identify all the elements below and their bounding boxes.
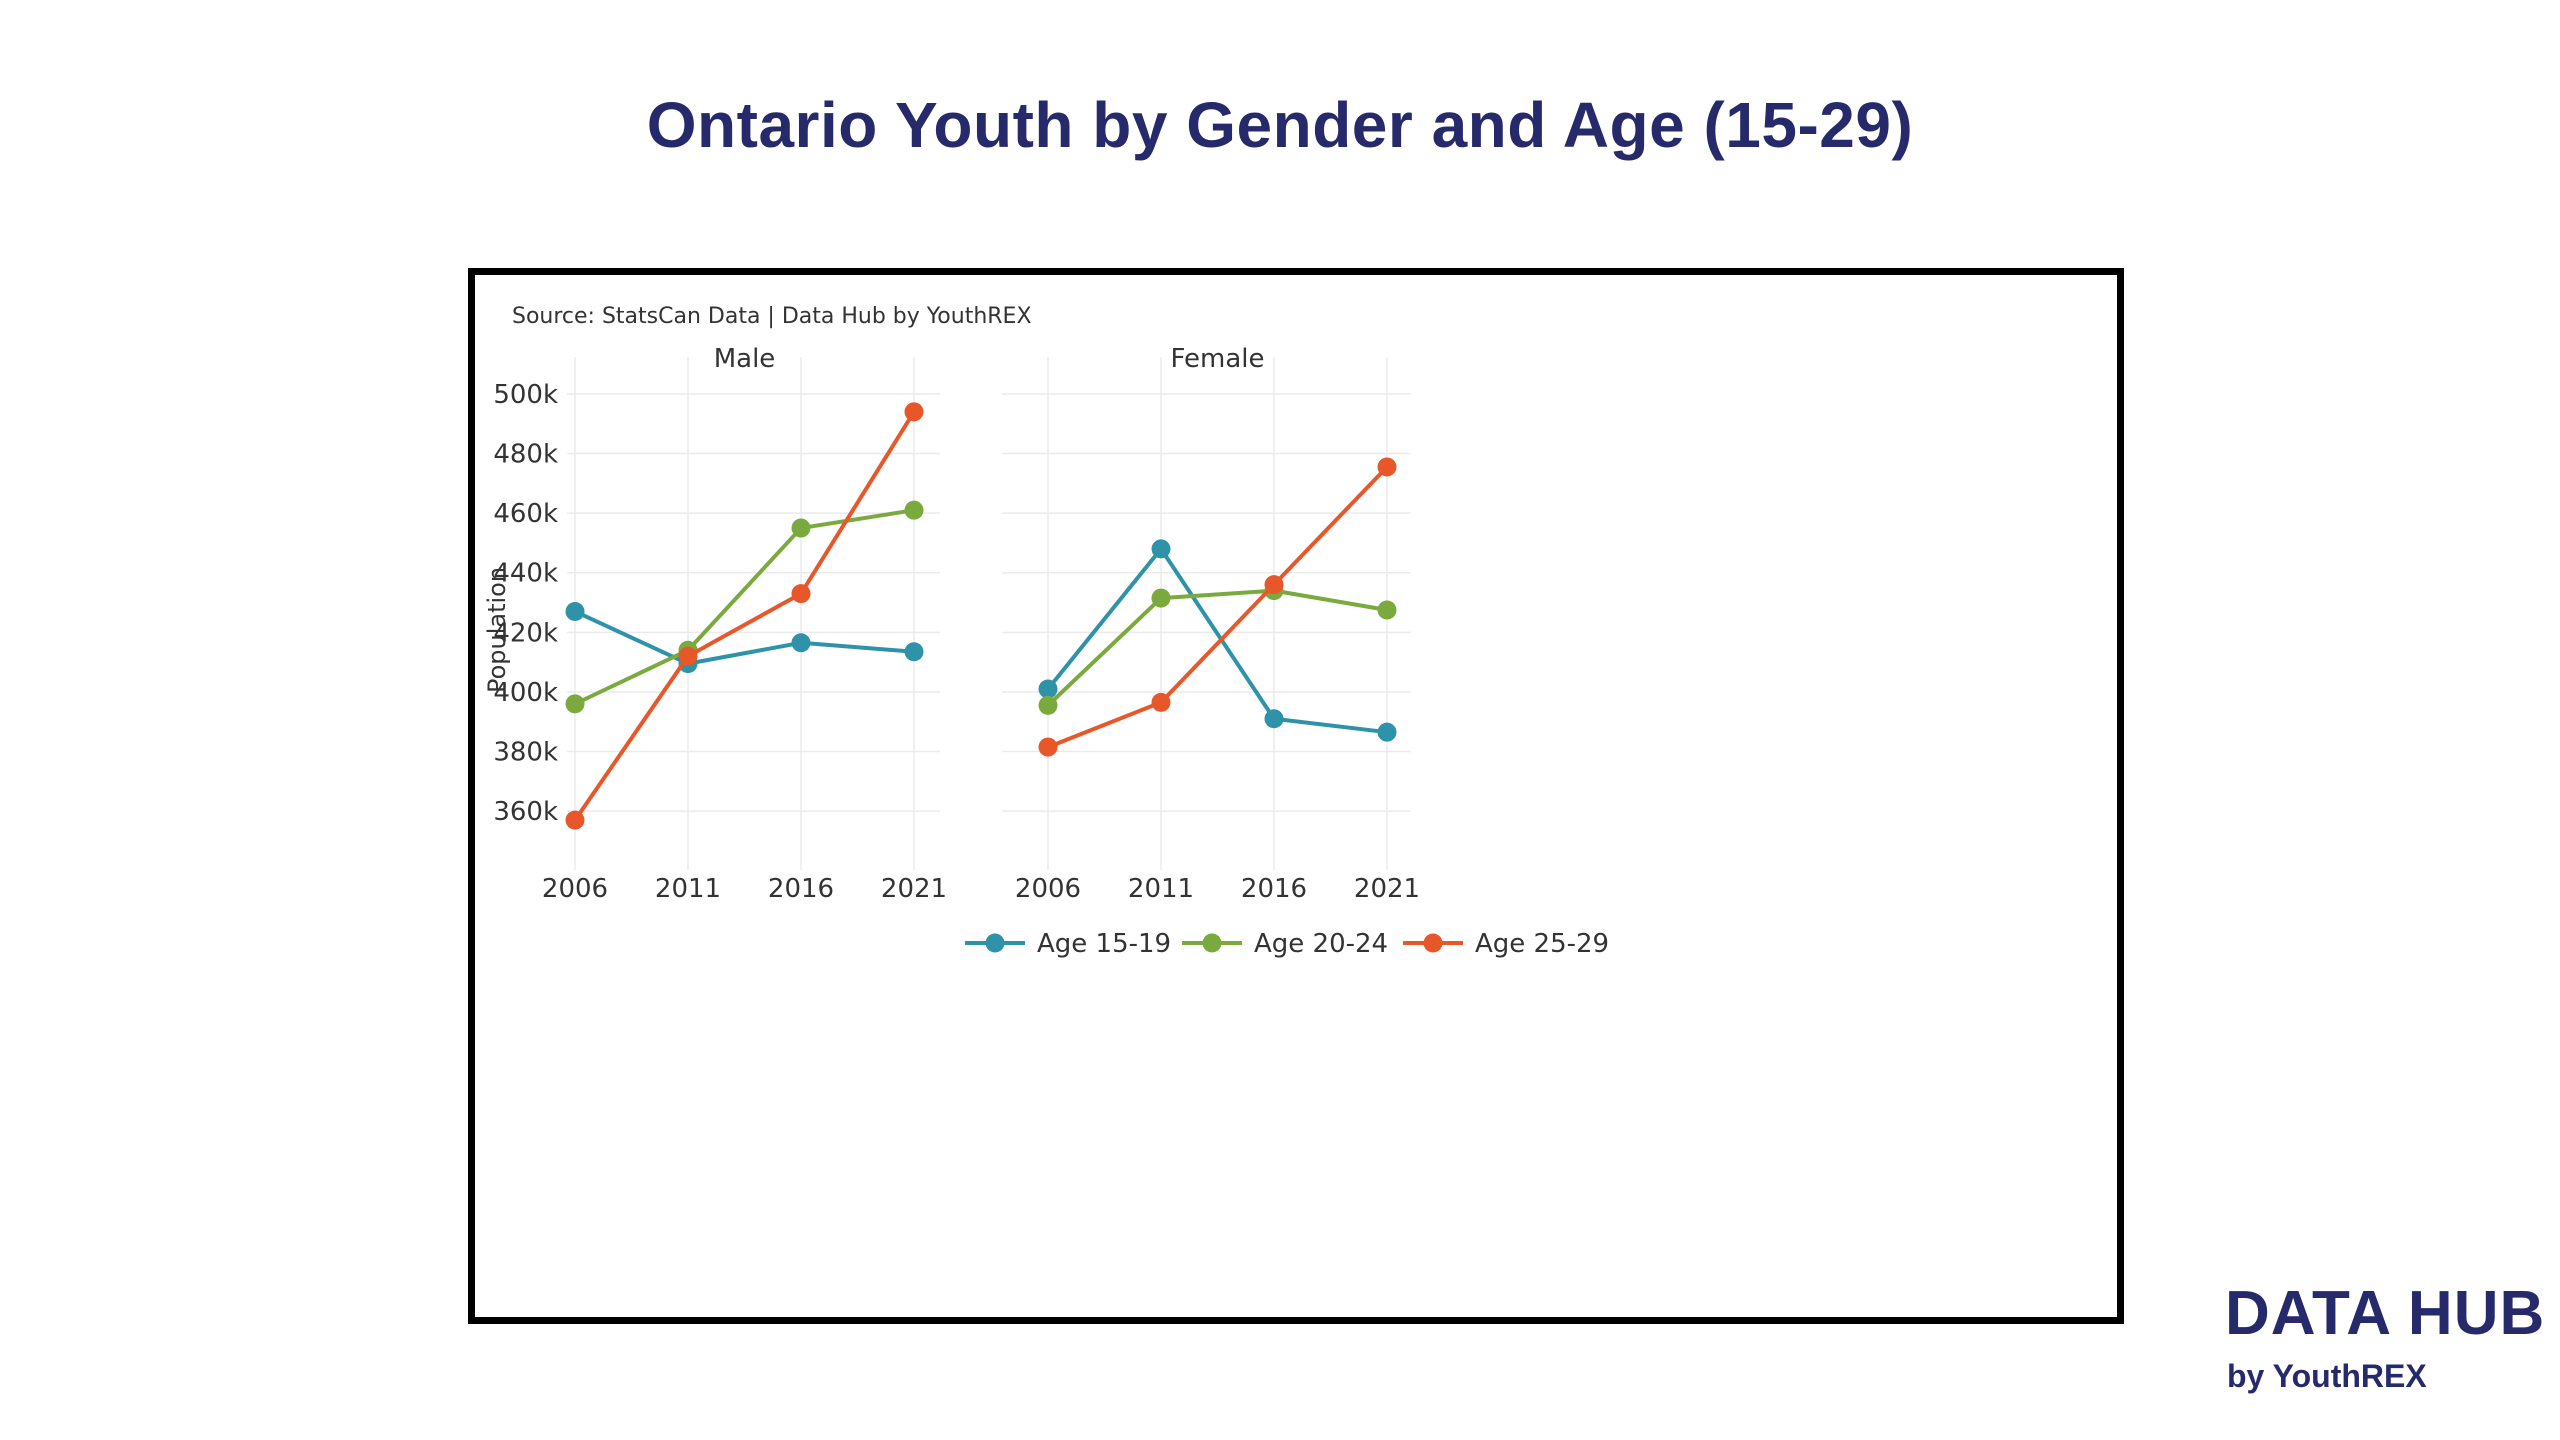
y-tick-label-360k: 360k	[493, 797, 558, 827]
data-point-female-age-20-24-2011	[1151, 588, 1171, 608]
series-line-male-age-20-24	[574, 508, 915, 706]
legend-marker-age-15-19	[985, 933, 1005, 953]
data-point-male-age-25-29-2016	[791, 584, 811, 604]
data-point-female-age-20-24-2006	[1038, 695, 1058, 715]
x-tick-label-female-2011: 2011	[1128, 874, 1194, 904]
x-tick-label-male-2006: 2006	[542, 874, 608, 904]
data-point-female-age-25-29-2006	[1038, 737, 1058, 757]
chart-frame: Source: StatsCan Data | Data Hub by Yout…	[468, 268, 2124, 1324]
data-point-male-age-15-19-2016	[791, 633, 811, 653]
series-line-male-age-25-29	[573, 410, 916, 822]
x-tick-label-female-2006: 2006	[1015, 874, 1081, 904]
data-point-female-age-15-19-2006	[1038, 679, 1058, 699]
y-tick-label-440k: 440k	[493, 559, 558, 589]
series-line-female-age-25-29	[1047, 465, 1389, 749]
panel-title-male: Male	[714, 344, 776, 374]
series-line-male-age-15-19	[574, 609, 915, 666]
chart-source-note: Source: StatsCan Data | Data Hub by Yout…	[512, 304, 1032, 329]
data-point-male-age-25-29-2021	[904, 402, 924, 422]
chart-layer: Male 2006 2011 2016 2021 Female 2006 2011 2016 20…	[483, 344, 1609, 959]
legend-label-age-15-19: Age 15-19	[1037, 929, 1171, 959]
y-tick-label-400k: 400k	[493, 678, 558, 708]
legend-label-age-25-29: Age 25-29	[1475, 929, 1609, 959]
legend-marker-age-20-24	[1202, 933, 1222, 953]
data-point-female-age-20-24-2021	[1377, 600, 1397, 620]
data-point-female-age-15-19-2011	[1151, 539, 1171, 559]
panel-title-female: Female	[1170, 344, 1264, 374]
chart-svg: Source: StatsCan Data | Data Hub by Yout…	[483, 304, 1609, 959]
data-point-male-age-15-19-2006	[565, 601, 585, 621]
y-tick-label-480k: 480k	[493, 440, 558, 470]
page-title: Ontario Youth by Gender and Age (15-29)	[646, 89, 1914, 161]
x-tick-label-male-2016: 2016	[768, 874, 834, 904]
x-tick-label-male-2011: 2011	[655, 874, 721, 904]
y-axis-title: Population	[483, 567, 511, 693]
logo-sub-text: by YouthREX	[2227, 1358, 2427, 1394]
data-point-male-age-20-24-2021	[904, 500, 924, 520]
legend-marker-age-25-29	[1423, 933, 1443, 953]
legend-label-age-20-24: Age 20-24	[1254, 929, 1388, 959]
data-point-female-age-15-19-2016	[1264, 709, 1284, 729]
data-point-female-age-25-29-2016	[1264, 575, 1284, 595]
data-point-female-age-25-29-2021	[1377, 457, 1397, 477]
y-tick-label-420k: 420k	[493, 618, 558, 648]
data-point-female-age-25-29-2011	[1151, 692, 1171, 712]
x-tick-label-female-2016: 2016	[1241, 874, 1307, 904]
data-point-female-age-15-19-2021	[1377, 722, 1397, 742]
data-hub-logo: DATA HUB by YouthREX	[2225, 1278, 2545, 1408]
x-tick-label-male-2021: 2021	[881, 874, 947, 904]
y-tick-label-460k: 460k	[493, 499, 558, 529]
y-tick-label-500k: 500k	[493, 380, 558, 410]
data-point-male-age-25-29-2006	[565, 810, 585, 830]
data-point-male-age-15-19-2021	[904, 642, 924, 662]
y-tick-label-380k: 380k	[493, 738, 558, 768]
series-line-female-age-15-19	[1046, 546, 1388, 735]
data-point-male-age-20-24-2006	[565, 694, 585, 714]
data-point-male-age-20-24-2016	[791, 518, 811, 538]
data-point-male-age-25-29-2011	[678, 646, 698, 666]
logo-main-text: DATA HUB	[2225, 1279, 2546, 1348]
series-line-female-age-20-24	[1046, 588, 1388, 707]
x-tick-label-female-2021: 2021	[1354, 874, 1420, 904]
